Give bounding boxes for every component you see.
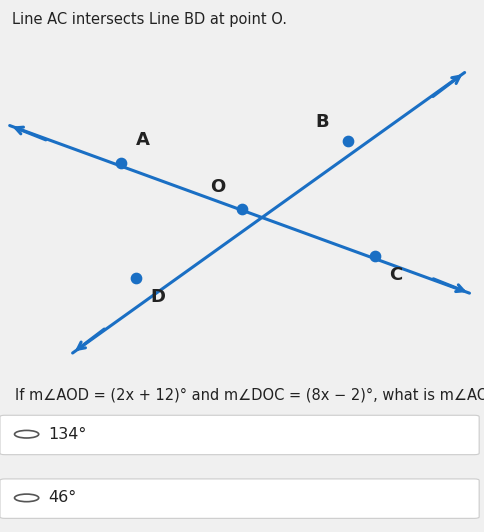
Point [117,159,125,168]
Text: A: A [136,131,150,149]
Text: C: C [390,266,403,284]
Point [371,251,379,260]
Text: O: O [210,178,226,196]
Text: 134°: 134° [48,427,87,442]
Text: B: B [316,113,329,131]
FancyBboxPatch shape [0,479,479,518]
FancyBboxPatch shape [0,415,479,455]
Text: 46°: 46° [48,491,76,505]
Text: Line AC intersects Line BD at point O.: Line AC intersects Line BD at point O. [12,12,287,27]
Text: If m∠AOD = (2x + 12)° and m∠DOC = (8x − 2)°, what is m∠AOD?: If m∠AOD = (2x + 12)° and m∠DOC = (8x − … [15,388,484,403]
Point [238,205,246,213]
Point [345,137,352,145]
Point [132,273,139,282]
Text: D: D [150,288,165,306]
